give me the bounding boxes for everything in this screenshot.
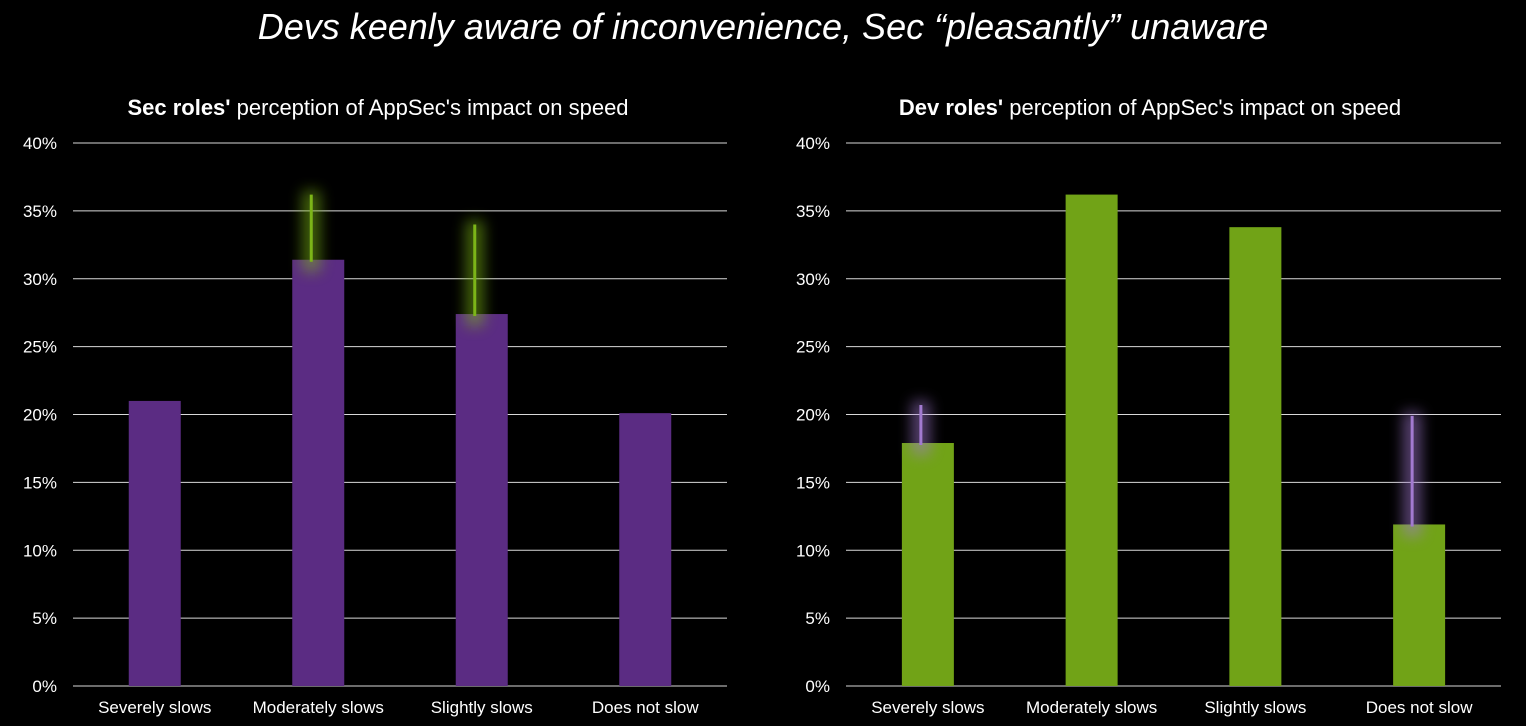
dev-bar-does-not-slow bbox=[1393, 524, 1446, 686]
dev-chart-title-rest: perception of AppSec's impact on speed bbox=[1003, 95, 1402, 120]
sec-bar-does-not-slow bbox=[619, 413, 672, 686]
dev-y-tick-label: 0% bbox=[805, 677, 830, 696]
sec-y-tick-label: 25% bbox=[23, 338, 57, 357]
dev-x-tick-label: Severely slows bbox=[871, 698, 984, 717]
main-title: Devs keenly aware of inconvenience, Sec … bbox=[257, 6, 1269, 47]
sec-bar-moderately-slows bbox=[292, 259, 345, 686]
sec-y-tick-label: 30% bbox=[23, 270, 57, 289]
sec-chart-title-bold: Sec roles' bbox=[127, 95, 231, 120]
dev-y-tick-label: 10% bbox=[796, 541, 830, 560]
dev-bar-severely-slows bbox=[901, 443, 954, 686]
sec-y-tick-label: 20% bbox=[23, 406, 57, 425]
sec-y-tick-label: 0% bbox=[32, 677, 57, 696]
sec-y-tick-label: 5% bbox=[32, 609, 57, 628]
sec-y-tick-label: 15% bbox=[23, 473, 57, 492]
dev-y-tick-label: 40% bbox=[796, 134, 830, 153]
dev-chart-title: Dev roles' perception of AppSec's impact… bbox=[820, 95, 1480, 121]
sec-bar-severely-slows bbox=[128, 400, 181, 686]
dev-x-tick-label: Moderately slows bbox=[1026, 698, 1157, 717]
dev-y-tick-label: 25% bbox=[796, 338, 830, 357]
dev-bar-slightly-slows bbox=[1229, 227, 1282, 687]
dev-y-tick-label: 5% bbox=[805, 609, 830, 628]
sec-x-tick-label: Slightly slows bbox=[431, 698, 533, 717]
dev-x-tick-label: Does not slow bbox=[1366, 698, 1473, 717]
sec-chart-title-rest: perception of AppSec's impact on speed bbox=[230, 95, 629, 120]
dev-bar-moderately-slows bbox=[1065, 194, 1118, 686]
sec-y-tick-label: 10% bbox=[23, 541, 57, 560]
dev-y-tick-label: 20% bbox=[796, 406, 830, 425]
sec-chart-title: Sec roles' perception of AppSec's impact… bbox=[48, 95, 708, 121]
dev-x-tick-label: Slightly slows bbox=[1204, 698, 1306, 717]
dev-y-tick-label: 35% bbox=[796, 202, 830, 221]
dev-y-tick-label: 30% bbox=[796, 270, 830, 289]
dev-y-tick-label: 15% bbox=[796, 473, 830, 492]
sec-y-tick-label: 35% bbox=[23, 202, 57, 221]
dev-chart-title-bold: Dev roles' bbox=[898, 95, 1004, 120]
sec-x-tick-label: Severely slows bbox=[98, 698, 211, 717]
sec-x-tick-label: Moderately slows bbox=[253, 698, 384, 717]
sec-x-tick-label: Does not slow bbox=[592, 698, 699, 717]
sec-bar-slightly-slows bbox=[455, 314, 508, 686]
sec-y-tick-label: 40% bbox=[23, 134, 57, 153]
